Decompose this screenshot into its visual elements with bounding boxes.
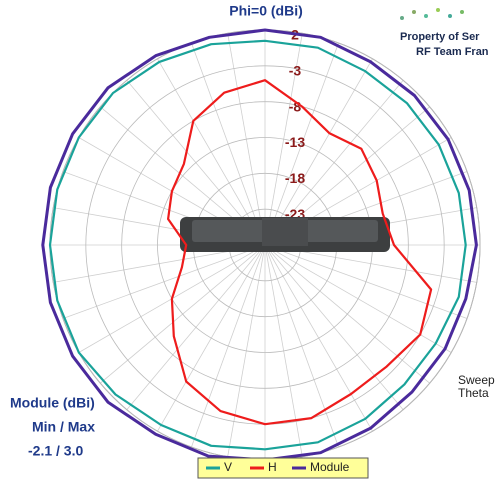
- annotation: RF Team Fran: [416, 46, 489, 58]
- logo: [400, 8, 464, 20]
- annotation: Module (dBi): [10, 395, 95, 411]
- r-tick-label: -3: [289, 63, 302, 79]
- annotation: Min / Max: [32, 419, 95, 435]
- legend-label: V: [224, 460, 232, 474]
- legend-box: [197, 457, 369, 479]
- r-tick-label: -13: [285, 134, 305, 150]
- legend: V H Module: [197, 457, 369, 479]
- annotation: -2.1 / 3.0: [28, 443, 83, 459]
- r-tick-label: -18: [285, 170, 305, 186]
- device-image: [180, 217, 390, 252]
- series-line: [48, 39, 467, 451]
- legend-label: Module: [310, 460, 350, 474]
- grid-ring: [121, 101, 409, 389]
- r-tick-label: -8: [289, 98, 302, 114]
- series-line: [167, 79, 433, 426]
- annotation: Sweep: [458, 373, 495, 387]
- annotation: Property of Ser: [400, 31, 480, 43]
- legend-label: H: [268, 460, 277, 474]
- chart-title: Phi=0 (dBi): [229, 3, 303, 19]
- annotation: Theta: [458, 386, 489, 400]
